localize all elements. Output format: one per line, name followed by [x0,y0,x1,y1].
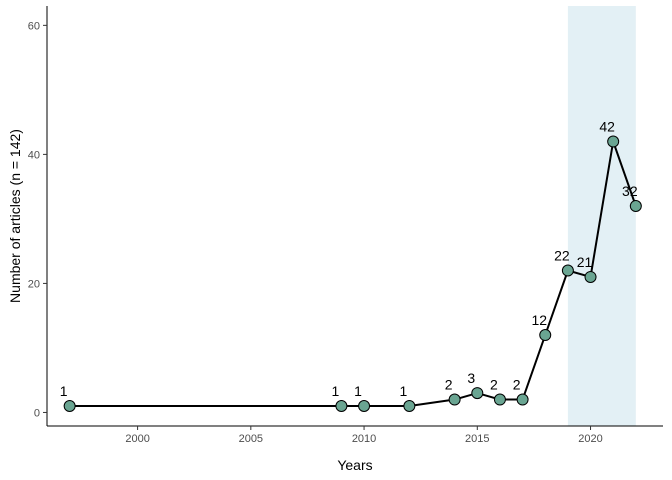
x-tick-label: 2020 [578,433,602,445]
data-label: 1 [399,383,407,399]
data-point [584,270,597,283]
data-label: 42 [599,118,615,134]
data-label: 12 [531,312,547,328]
data-label: 3 [467,370,475,386]
data-point [63,400,76,412]
y-tick-label: 20 [28,278,40,290]
data-point [539,329,552,342]
x-tick-label: 2010 [352,433,376,445]
x-tick-label: 2000 [125,433,149,445]
data-label: 2 [490,377,498,393]
y-axis-title: Number of articles (n = 142) [7,129,23,303]
data-label: 32 [622,183,638,199]
x-tick-label: 2005 [239,433,263,445]
series-layer [69,140,637,407]
x-axis-title: Years [337,457,372,473]
data-point [516,393,529,406]
data-label: 1 [332,383,340,399]
series-line [69,140,637,407]
y-tick-label: 40 [28,149,40,161]
data-point [629,200,642,212]
data-point [493,393,506,406]
data-label: 21 [577,254,593,270]
y-axis-ticks: 0 20 40 60 [28,20,47,419]
y-tick-label: 0 [34,407,40,419]
highlight-band [567,6,636,426]
data-point [335,400,348,412]
data-label: 2 [445,377,453,393]
y-tick-label: 60 [28,20,40,32]
points-layer [63,135,642,412]
data-point [403,400,416,412]
data-point [471,387,484,400]
data-label: 2 [513,377,521,393]
data-label: 22 [554,248,570,264]
data-point [448,393,461,406]
data-point [607,135,620,148]
data-label: 1 [354,383,362,399]
data-label: 1 [60,383,68,399]
axes [46,6,663,427]
x-tick-label: 2015 [465,433,489,445]
data-point [358,400,371,412]
data-point [561,264,574,277]
x-axis-ticks: 2000 2005 2010 2015 2020 [125,426,603,445]
